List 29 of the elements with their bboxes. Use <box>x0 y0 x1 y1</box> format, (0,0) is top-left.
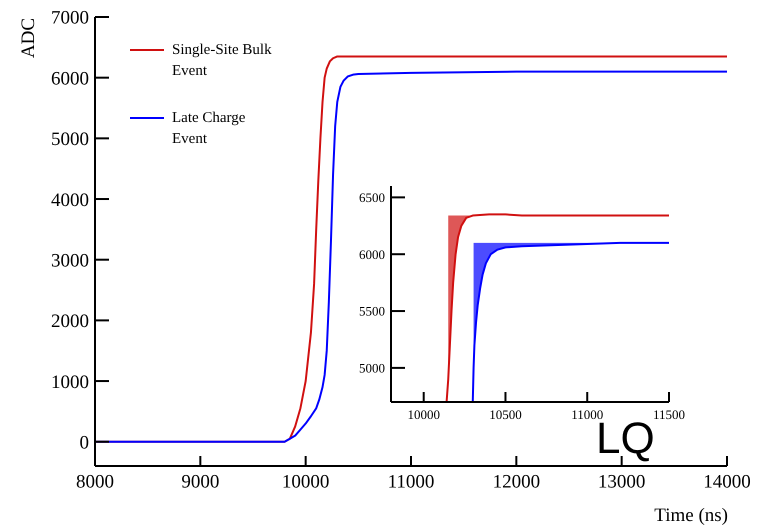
x-tick-label: 11000 <box>571 407 604 422</box>
y-tick-label: 1000 <box>51 372 89 393</box>
x-tick-label: 12000 <box>492 471 540 492</box>
legend-label: Single-Site Bulk Event <box>172 41 272 81</box>
x-tick-label: 10000 <box>407 407 440 422</box>
y-tick-label: 5000 <box>359 360 385 376</box>
y-tick-label: 7000 <box>51 8 89 29</box>
x-tick-label: 9000 <box>181 471 220 492</box>
y-tick-label: 2000 <box>51 311 89 332</box>
legend-label: Late Charge Event <box>172 109 246 149</box>
x-tick-label: 11500 <box>652 407 686 422</box>
x-tick-label: 14000 <box>703 471 751 492</box>
x-tick-label: 13000 <box>598 471 646 492</box>
y-axis-title: ADC <box>18 18 40 58</box>
x-tick-label: 8000 <box>76 471 114 492</box>
x-tick-label: 10500 <box>489 407 522 422</box>
x-tick-label: 11000 <box>388 471 434 492</box>
y-tick-label: 6500 <box>359 190 385 205</box>
y-tick-label: 6000 <box>51 68 89 90</box>
x-tick-label: 10000 <box>282 471 330 492</box>
y-tick-label: 0 <box>80 432 89 454</box>
line-series <box>472 242 669 402</box>
x-axis-title: Time (ns) <box>654 505 728 527</box>
y-tick-label: 3000 <box>51 250 89 272</box>
y-tick-label: 5500 <box>359 304 385 319</box>
y-tick-label: 5000 <box>51 129 89 150</box>
y-tick-label: 4000 <box>51 190 89 211</box>
y-tick-label: 6000 <box>359 246 385 262</box>
line-series <box>446 213 669 402</box>
